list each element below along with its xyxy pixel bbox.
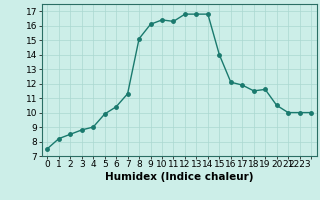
- X-axis label: Humidex (Indice chaleur): Humidex (Indice chaleur): [105, 172, 253, 182]
